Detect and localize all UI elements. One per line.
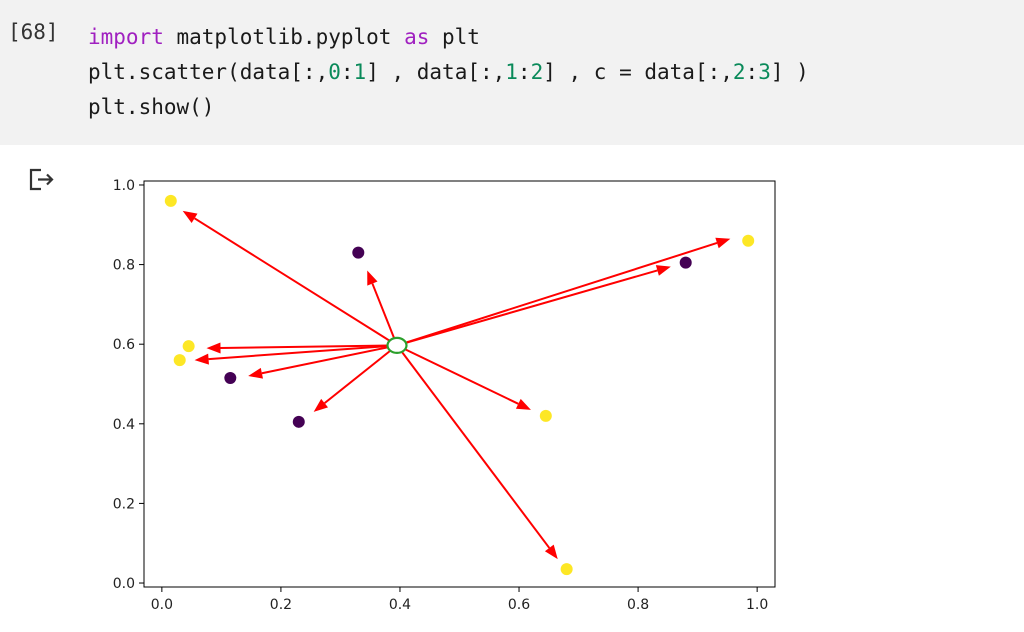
x-tick-label: 0.6: [508, 597, 530, 613]
code-text: :: [340, 60, 354, 84]
code-text: plt.scatter(data[:,: [88, 60, 329, 84]
code-line: import matplotlib.pyplot as plt: [88, 20, 809, 55]
arrow: [313, 344, 398, 412]
code-text: :: [745, 60, 759, 84]
scatter-point-purple: [224, 372, 237, 385]
code-line: plt.show(): [88, 90, 809, 125]
scatter-plot: 0.0 0.2 0.4 0.6 0.8 1.0 0.0 0.2 0.4 0.6 0.8 1.0: [113, 178, 776, 613]
x-tick-label: 0.8: [627, 597, 649, 613]
code-text: plt.show(): [88, 95, 215, 119]
y-tick-label: 0.0: [113, 576, 135, 592]
x-tick-label: 0.4: [389, 597, 411, 613]
x-tick-label: 1.0: [746, 597, 768, 613]
arrow: [396, 344, 558, 560]
arrow: [248, 344, 398, 379]
execution-count: [68]: [8, 20, 59, 44]
scatter-point-purple: [292, 415, 305, 428]
arrow: [367, 270, 398, 346]
arrow: [396, 237, 731, 347]
scatter-point-yellow: [742, 234, 755, 247]
code-number: 1: [505, 60, 518, 84]
code-line: plt.scatter(data[:,0:1] , data[:,1:2] , …: [88, 55, 809, 90]
arrow: [396, 265, 671, 347]
code-keyword: import: [88, 25, 164, 49]
code-text: ] ): [770, 60, 809, 84]
code-number: 1: [353, 60, 367, 84]
code-number: 2: [530, 60, 544, 84]
y-tick-label: 1.0: [113, 178, 135, 194]
query-point: [386, 336, 408, 354]
x-tick-label: 0.0: [151, 597, 173, 613]
code-number: 0: [328, 60, 341, 84]
scatter-point-purple: [679, 256, 692, 269]
scatter-point-yellow: [539, 409, 552, 422]
code-text: matplotlib.pyplot: [163, 25, 405, 49]
scatter-point-yellow: [182, 340, 195, 353]
arrow: [182, 210, 398, 347]
x-tick-label: 0.2: [270, 597, 292, 613]
arrow: [206, 342, 398, 354]
y-tick-label: 0.8: [113, 258, 135, 274]
plot-area: [143, 180, 776, 588]
code-text: ] , data[:,: [366, 60, 506, 84]
code-text: plt: [429, 25, 480, 49]
code-text: :: [517, 60, 531, 84]
scatter-point-yellow: [560, 563, 573, 576]
arrow: [396, 344, 531, 410]
code-text: ] , c = data[:,: [543, 60, 733, 84]
scatter-point-yellow: [173, 354, 186, 367]
code-number: 3: [758, 60, 771, 84]
code-number: 2: [732, 60, 746, 84]
y-tick-label: 0.4: [113, 417, 135, 433]
y-tick-label: 0.2: [113, 496, 135, 512]
scatter-point-yellow: [164, 194, 177, 207]
scatter-point-purple: [352, 246, 365, 259]
output-arrow-icon[interactable]: [28, 167, 58, 193]
y-tick-label: 0.6: [113, 337, 135, 353]
code-keyword: as: [404, 25, 430, 49]
code-cell[interactable]: [68] import matplotlib.pyplot as plt plt.…: [0, 0, 1024, 145]
code-editor[interactable]: import matplotlib.pyplot as plt plt.scatt…: [88, 20, 809, 125]
arrow: [194, 344, 398, 365]
